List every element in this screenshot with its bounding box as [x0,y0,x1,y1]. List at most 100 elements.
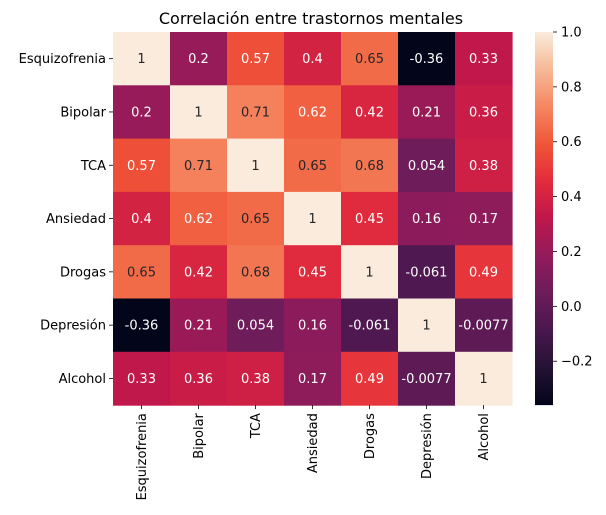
cell-value-label: 0.71 [184,159,213,174]
heatmap-grid: 1 0.2 0.57 0.4 0.65 -0.36 0.330.2 1 0.71 0.62 0.42… [113,32,513,406]
row-label: Alcohol [59,372,106,387]
heatmap-cell [113,191,171,246]
cell-value-label: 1 [479,372,487,387]
heatmap-cell [113,351,171,406]
cell-value-label: 0.21 [412,105,441,120]
heatmap-cell [227,191,285,246]
heatmap-cell [284,138,342,193]
heatmap-cell [284,245,342,300]
heatmap-cell [113,298,171,353]
cell-value-label: 0.4 [302,52,323,67]
row-labels: Esquizofrenia Bipolar TCA Ansiedad Drogas Dep… [19,52,113,387]
cell-value-label: 0.57 [127,159,156,174]
cell-value-label: 0.36 [184,372,213,387]
heatmap-cell [227,351,285,406]
cell-value-label: 0.16 [298,319,327,334]
heatmap-cell [398,245,456,300]
cell-value-label: 0.71 [241,105,270,120]
cell-value-label: 0.42 [355,105,384,120]
heatmap-cell [113,32,171,86]
cell-value-label: 1 [194,105,202,120]
heatmap-cell [341,32,399,86]
heatmap-cell [284,191,342,246]
heatmap-cell [341,245,399,300]
heatmap-cell [113,138,171,193]
heatmap-cell [284,351,342,406]
colorbar-tick-label: 0.6 [561,135,582,150]
heatmap-cell [170,298,228,353]
cell-value-label: 0.33 [127,372,156,387]
cell-value-label: 0.21 [184,319,213,334]
cell-value-label: -0.36 [410,52,444,67]
heatmap-cell [398,138,456,193]
heatmap-cell [341,138,399,193]
cell-value-label: 0.054 [237,319,274,334]
cell-value-label: 0.49 [355,372,384,387]
cell-value-label: 0.38 [469,159,498,174]
heatmap-cell [227,245,285,300]
cell-value-label: 1 [137,52,145,67]
cell-value-label: 0.38 [241,372,270,387]
colorbar: −0.2 0.0 0.2 0.4 0.6 0.8 1.0 [535,26,593,406]
row-label: Ansiedad [46,212,106,227]
column-label: Alcohol [477,413,492,460]
cell-value-label: -0.0077 [401,372,451,387]
heatmap-cell [455,138,513,193]
cell-value-label: 0.42 [184,265,213,280]
heatmap-cell [455,245,513,300]
cell-value-label: 0.45 [298,265,327,280]
cell-value-label: 0.054 [408,159,445,174]
row-label: Bipolar [60,105,106,120]
heatmap-cell [170,351,228,406]
cell-value-label: -0.36 [125,319,159,334]
row-label: Depresión [40,319,106,334]
column-label: Drogas [363,413,378,459]
column-labels: Esquizofrenia Bipolar TCA Ansiedad Drogas Dep… [135,405,492,500]
cell-value-label: 0.62 [298,105,327,120]
heatmap-cell [455,85,513,140]
cell-value-label: 1 [365,265,373,280]
cell-value-label: 0.2 [188,52,209,67]
heatmap-cell [227,32,285,86]
colorbar-tick-label: 1.0 [561,26,582,41]
column-label: TCA [249,413,264,439]
heatmap-cell [113,245,171,300]
cell-value-label: 0.4 [131,212,152,227]
cell-value-label: 0.57 [241,52,270,67]
heatmap-cell [398,32,456,86]
cell-value-label: 0.65 [241,212,270,227]
cell-value-label: 0.33 [469,52,498,67]
heatmap-cell [398,298,456,353]
cell-value-label: 0.45 [355,212,384,227]
heatmap-cell [398,191,456,246]
colorbar-tick-label: 0.8 [561,80,582,95]
column-label: Depresión [420,413,435,479]
heatmap-cell [170,32,228,86]
heatmap-cell [341,351,399,406]
colorbar-gradient [535,32,553,406]
row-label: Esquizofrenia [19,52,106,67]
cell-value-label: 0.65 [127,265,156,280]
cell-value-label: 1 [422,319,430,334]
cell-value-label: 0.17 [298,372,327,387]
cell-value-label: 0.2 [131,105,152,120]
heatmap-cell [455,351,513,406]
cell-value-label: -0.0077 [458,319,508,334]
cell-value-label: -0.061 [349,319,391,334]
heatmap-cell [284,32,342,86]
heatmap-cell [170,138,228,193]
colorbar-tick-label: 0.2 [561,245,582,260]
cell-value-label: -0.061 [406,265,448,280]
cell-value-label: 0.36 [469,105,498,120]
heatmap-cell [341,298,399,353]
cell-value-label: 0.17 [469,212,498,227]
cell-value-label: 0.68 [241,265,270,280]
cell-value-label: 1 [308,212,316,227]
cell-value-label: 0.49 [469,265,498,280]
heatmap-cell [227,298,285,353]
cell-value-label: 1 [251,159,259,174]
heatmap-cell [455,191,513,246]
cell-value-label: 0.62 [184,212,213,227]
row-label: TCA [80,159,106,174]
